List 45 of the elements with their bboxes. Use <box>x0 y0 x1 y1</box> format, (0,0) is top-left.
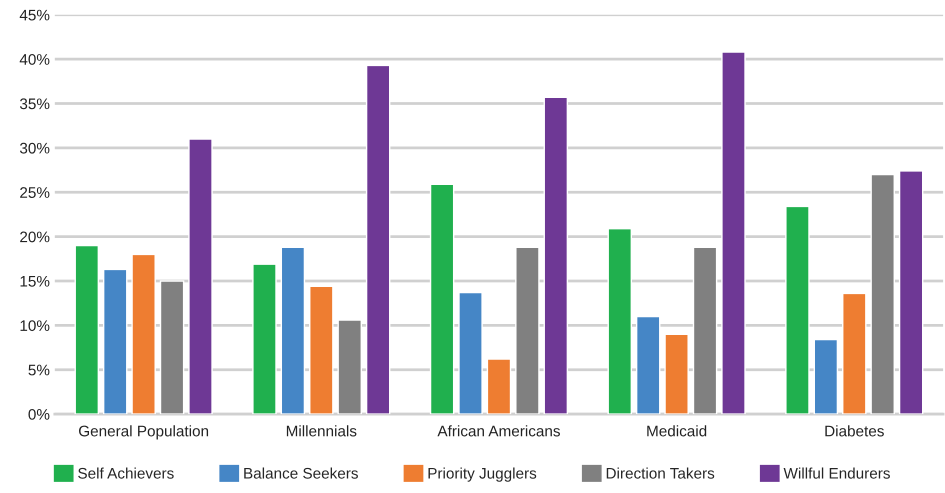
bar <box>131 254 156 414</box>
legend-label: Self Achievers <box>78 467 174 479</box>
bar <box>486 358 512 414</box>
bar <box>430 184 454 414</box>
bar <box>309 286 334 414</box>
bar <box>664 334 689 414</box>
bar <box>188 138 213 414</box>
bar <box>785 206 810 414</box>
x-tick-label: Medicaid <box>647 425 706 436</box>
bar <box>870 174 895 414</box>
bar <box>366 64 390 414</box>
bar <box>458 292 483 414</box>
legend-label: Willful Endurers <box>784 467 890 479</box>
bar <box>515 246 540 414</box>
y-tick-label: 20% <box>20 232 50 242</box>
y-tick-label: 35% <box>20 98 50 110</box>
bar <box>544 96 568 414</box>
y-tick-label: 25% <box>20 187 50 198</box>
bar <box>280 246 306 414</box>
bar <box>74 244 100 414</box>
x-tick-label: Millennials <box>286 425 356 436</box>
y-tick-label: 0% <box>28 408 50 420</box>
x-tick-label: Diabetes <box>825 425 884 436</box>
bar <box>102 268 128 414</box>
bar <box>898 170 924 414</box>
bar <box>608 228 632 414</box>
bar <box>692 246 718 414</box>
bar <box>337 319 362 414</box>
bar <box>160 280 184 414</box>
y-tick-label: 10% <box>20 320 50 332</box>
bar <box>842 292 867 414</box>
y-tick-label: 15% <box>20 276 50 287</box>
y-tick-label: 45% <box>20 10 50 20</box>
bar <box>252 263 277 414</box>
legend-label: Priority Jugglers <box>428 467 536 482</box>
bar <box>814 338 838 414</box>
y-tick-label: 30% <box>20 142 50 154</box>
x-tick-label: African Americans <box>437 425 560 436</box>
legend-label: Balance Seekers <box>244 467 358 479</box>
bar <box>721 51 746 414</box>
legend-label: Direction Takers <box>606 467 714 479</box>
y-tick-label: 40% <box>20 54 50 65</box>
y-tick-label: 5% <box>28 364 50 376</box>
x-tick-label: General Population <box>79 425 208 440</box>
bar <box>636 316 660 414</box>
